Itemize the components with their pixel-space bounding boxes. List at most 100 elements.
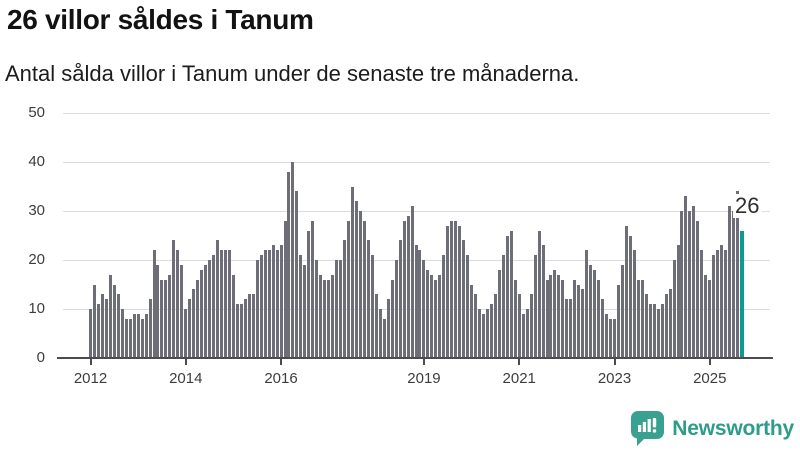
- bar: [212, 255, 216, 358]
- bar: [108, 274, 112, 358]
- bar: [362, 220, 366, 358]
- bar: [712, 255, 716, 358]
- bar: [378, 309, 382, 358]
- newsworthy-bar-chart-bubble-icon: [631, 411, 665, 446]
- bar: [227, 250, 231, 358]
- bar: [247, 294, 251, 358]
- bar: [688, 211, 692, 358]
- bar: [156, 264, 160, 358]
- bar: [426, 269, 430, 358]
- bar: [620, 264, 624, 358]
- bar: [720, 245, 724, 358]
- bar: [497, 269, 501, 358]
- bar: [394, 260, 398, 358]
- bar: [450, 220, 454, 358]
- bar: [597, 279, 601, 358]
- bar: [283, 220, 287, 358]
- bar: [692, 206, 696, 358]
- bar: [374, 294, 378, 358]
- bar: [613, 318, 616, 358]
- bar: [303, 264, 307, 358]
- bar: [299, 255, 303, 358]
- bar: [307, 230, 311, 358]
- bar: [470, 284, 474, 358]
- bar: [116, 294, 120, 358]
- bar: [180, 264, 184, 358]
- bar: [561, 279, 565, 358]
- bar: [458, 225, 462, 358]
- y-axis-tick-label: 40: [28, 153, 45, 170]
- bar: [577, 284, 581, 358]
- bar: [533, 255, 537, 358]
- bar: [184, 309, 188, 358]
- bar: [220, 250, 223, 358]
- bar: [208, 260, 212, 358]
- bar: [668, 289, 672, 358]
- bar: [347, 220, 351, 358]
- y-axis-tick-label: 20: [28, 251, 45, 268]
- bar: [136, 313, 140, 358]
- bar: [319, 274, 323, 358]
- bar: [632, 250, 636, 358]
- bar: [628, 235, 632, 358]
- bar: [267, 250, 271, 358]
- bar: [601, 299, 605, 358]
- bar: [235, 304, 239, 358]
- bar: [545, 279, 549, 358]
- bar: [390, 279, 394, 358]
- bar: [732, 211, 736, 358]
- bar: [517, 294, 521, 358]
- bar: [696, 220, 700, 358]
- bar: [192, 289, 196, 358]
- bar: [168, 274, 172, 358]
- x-axis-tick-label: 2016: [264, 370, 298, 387]
- bar: [430, 274, 434, 358]
- bar: [541, 245, 545, 358]
- bar: [716, 250, 720, 358]
- bar: [434, 279, 438, 358]
- bar: [644, 294, 648, 358]
- y-axis-tick-label: 0: [36, 349, 45, 366]
- bar: [343, 240, 347, 358]
- bar: [120, 309, 124, 358]
- bar: [422, 260, 426, 358]
- bar: [478, 309, 482, 358]
- bar: [446, 225, 450, 358]
- bar-highlight-latest: [740, 230, 745, 358]
- bar: [569, 299, 573, 358]
- bar: [442, 255, 446, 358]
- bar: [537, 230, 541, 358]
- bar: [335, 260, 339, 358]
- bar: [728, 206, 732, 358]
- bar: [652, 304, 656, 358]
- bar: [164, 279, 168, 358]
- bar: [656, 309, 660, 358]
- y-axis-tick-label: 50: [28, 104, 45, 121]
- x-axis-tick: [184, 359, 187, 365]
- bar: [402, 220, 406, 358]
- bar: [279, 245, 283, 358]
- x-axis-tick-label: 2021: [502, 370, 536, 387]
- bar: [529, 294, 533, 358]
- y-axis-tick-label: 10: [28, 300, 45, 317]
- bar: [124, 318, 128, 358]
- x-axis-tick-label: 2023: [597, 370, 632, 387]
- x-axis-tick-label: 2025: [693, 370, 727, 387]
- bar: [593, 269, 597, 358]
- bar: [323, 279, 327, 358]
- x-axis-tick: [613, 359, 616, 365]
- bar: [509, 230, 513, 358]
- bar: [128, 318, 132, 358]
- bar: [243, 299, 247, 358]
- y-gridline: [63, 210, 770, 212]
- brand-name: Newsworthy: [672, 416, 794, 440]
- bar: [311, 220, 315, 358]
- bar: [438, 274, 442, 358]
- bar: [505, 235, 509, 358]
- bar: [259, 255, 263, 358]
- bar: [231, 274, 235, 358]
- bar: [358, 211, 362, 358]
- bar: [263, 250, 267, 358]
- x-axis-tick: [708, 359, 711, 365]
- bar: [275, 250, 279, 358]
